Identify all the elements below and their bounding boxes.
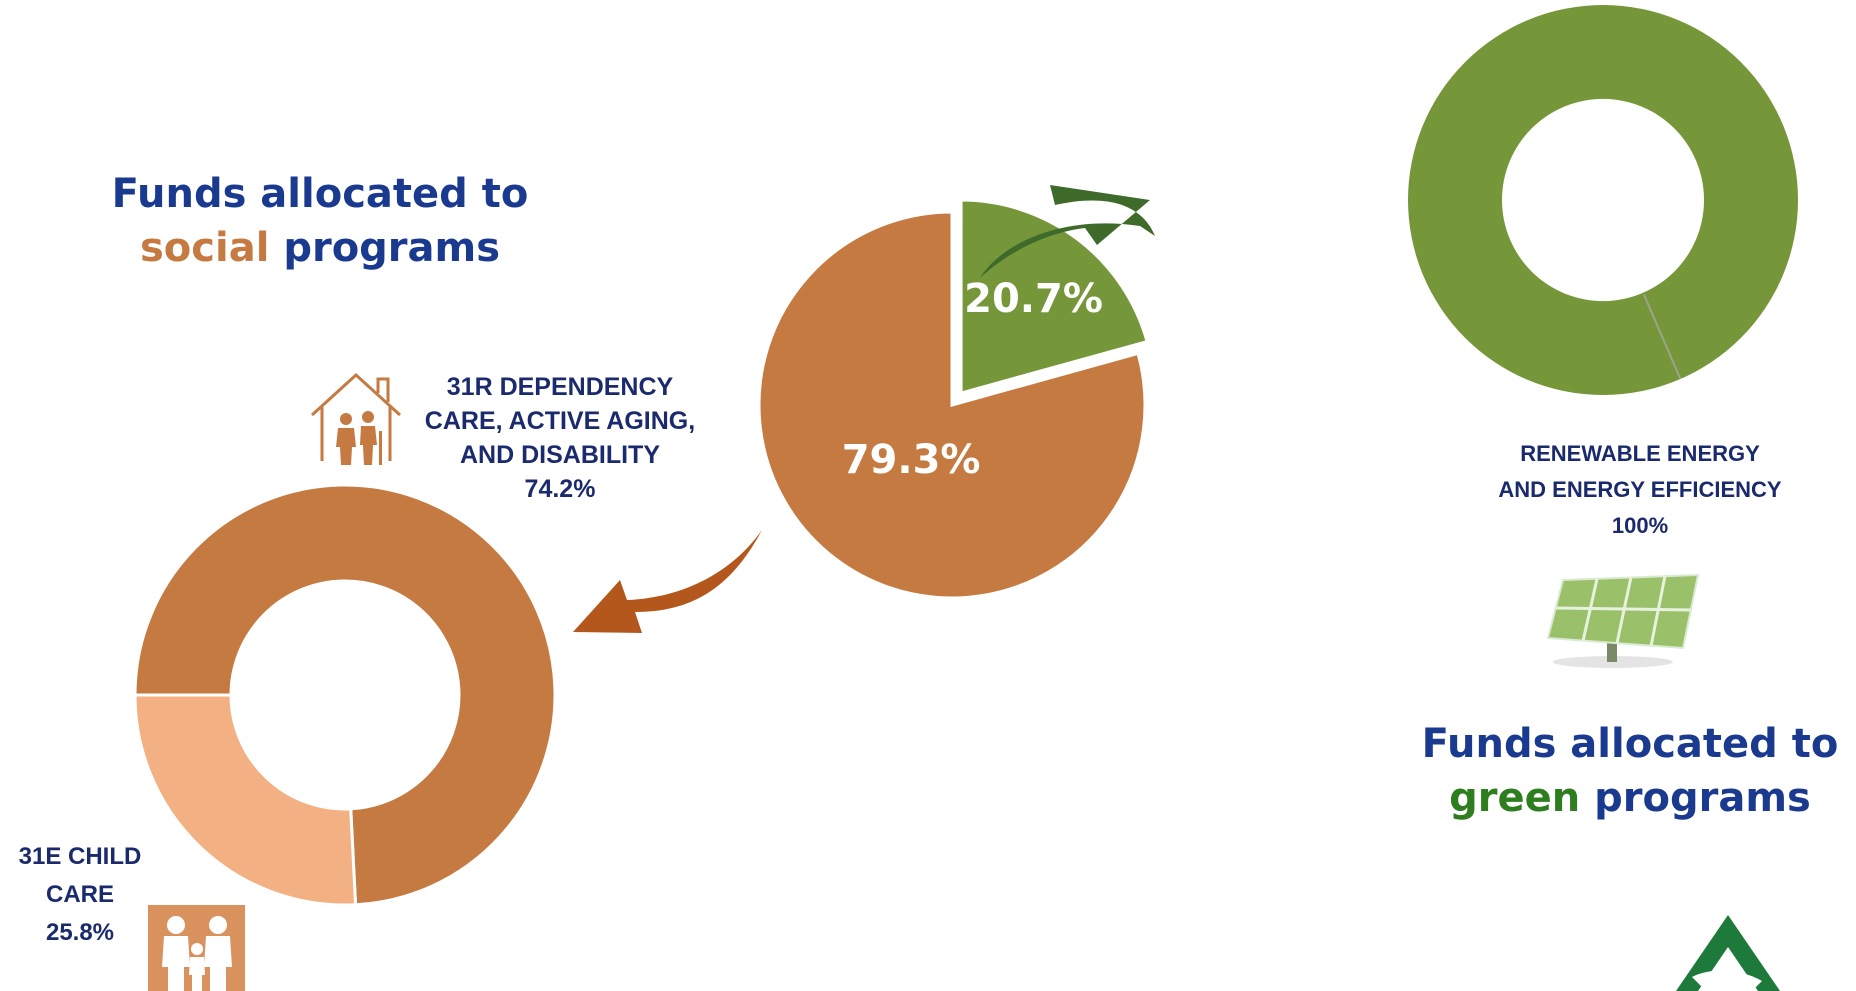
green-donut-separator xyxy=(1642,294,1682,380)
house-elderly-icon xyxy=(310,372,402,465)
andalucia-logo xyxy=(1676,915,1780,991)
solar-panel-icon xyxy=(1546,573,1700,668)
dependency-label-line1: 31R DEPENDENCY xyxy=(446,373,674,401)
family-icon xyxy=(148,905,245,991)
childcare-label-line2: CARE xyxy=(45,881,114,908)
social-title: Funds allocated to social programs xyxy=(95,167,545,275)
green-title-line1: Funds allocated to xyxy=(1421,721,1839,767)
social-donut-chart xyxy=(133,483,557,907)
dependency-label-line2: CARE, ACTIVE AGING, xyxy=(424,407,696,435)
dependency-label: 31R DEPENDENCY CARE, ACTIVE AGING, AND D… xyxy=(395,370,725,506)
renewable-label-line1: RENEWABLE ENERGY xyxy=(1520,441,1760,466)
social-donut-segment-0 xyxy=(133,483,557,907)
green-donut-chart xyxy=(1408,5,1798,395)
social-title-highlight: social xyxy=(139,225,270,271)
green-title: Funds allocated to green programs xyxy=(1405,717,1855,825)
main-pie-data-label-0: 20.7% xyxy=(964,276,1103,322)
childcare-label-line1: 31E CHILD xyxy=(18,843,142,870)
main-pie-data-label-1: 79.3% xyxy=(842,437,981,483)
green-title-highlight: green xyxy=(1449,775,1581,821)
dependency-label-value: 74.2% xyxy=(524,475,596,503)
main-pie-slice-0 xyxy=(959,198,1149,396)
childcare-label-value: 25.8% xyxy=(45,919,115,946)
social-title-rest: programs xyxy=(269,225,501,271)
childcare-label: 31E CHILD CARE 25.8% xyxy=(0,838,160,952)
dependency-label-line3: AND DISABILITY xyxy=(460,441,660,469)
renewable-label: RENEWABLE ENERGY AND ENERGY EFFICIENCY 1… xyxy=(1450,436,1830,544)
renewable-label-value: 100% xyxy=(1611,513,1669,538)
main-pie-chart: 20.7% 79.3% xyxy=(757,198,1149,600)
arrow-to-social-icon xyxy=(573,530,762,633)
renewable-label-line2: AND ENERGY EFFICIENCY xyxy=(1498,477,1782,502)
social-donut-segment-1 xyxy=(133,693,358,907)
green-title-rest: programs xyxy=(1580,775,1811,821)
green-donut-segment-0 xyxy=(1408,5,1798,395)
main-pie-slice-1 xyxy=(757,210,1147,600)
social-title-line1: Funds allocated to xyxy=(111,171,529,217)
